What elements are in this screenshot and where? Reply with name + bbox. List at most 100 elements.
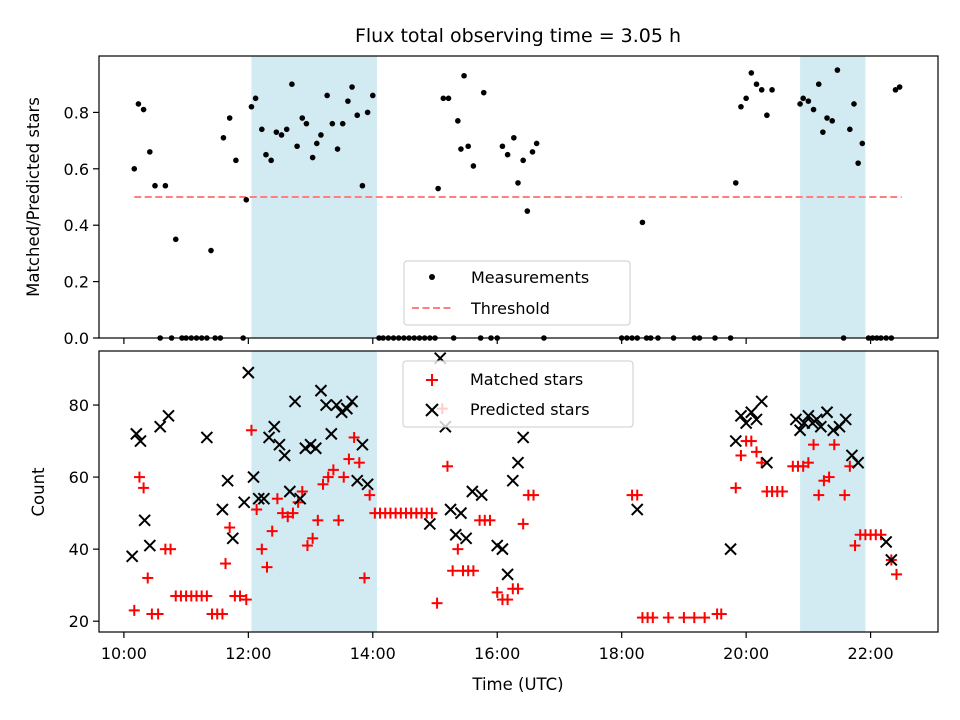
measurement-point — [152, 182, 158, 189]
matched-star-point — [502, 594, 514, 606]
predicted-star-point — [745, 406, 758, 419]
matched-star-point — [353, 457, 365, 469]
measurement-point — [455, 118, 461, 124]
matched-star-point — [216, 608, 228, 620]
predicted-star-point — [879, 535, 893, 549]
matched-star-point — [287, 507, 299, 519]
measurement-point — [233, 157, 239, 164]
measurement-point — [359, 182, 366, 189]
measurement-point — [278, 132, 285, 138]
measurement-point — [303, 120, 310, 127]
matched-star-point — [322, 471, 334, 483]
predicted-star-point — [299, 442, 312, 455]
bottom-legend-box — [402, 360, 634, 428]
predicted-star-point — [309, 442, 322, 455]
matched-star-point — [756, 457, 768, 469]
predicted-star-point — [319, 398, 333, 412]
matched-star-point — [224, 522, 236, 534]
predicted-star-point — [257, 492, 271, 505]
matched-star-point — [348, 431, 360, 443]
measurement-point — [259, 126, 265, 133]
predicted-star-point — [242, 366, 255, 379]
matched-star-point — [271, 493, 283, 505]
matched-star-point — [517, 518, 529, 530]
matched-star-point — [133, 471, 145, 483]
predicted-star-point — [304, 438, 317, 451]
predicted-star-point — [162, 409, 175, 423]
predicted-star-point — [885, 553, 898, 567]
predicted-star-point — [325, 427, 338, 441]
matched-star-point — [647, 612, 659, 624]
matched-star-point — [234, 590, 246, 602]
legend-matched-label: Matched stars — [470, 370, 583, 389]
measurement-point — [820, 129, 826, 135]
predicted-star-point — [314, 384, 328, 397]
matched-star-point — [251, 504, 263, 516]
matched-star-point — [245, 424, 257, 436]
predicted-star-point — [134, 434, 147, 448]
matched-star-point — [312, 514, 324, 526]
bottom-x-tick-label: 12:00 — [225, 644, 271, 663]
measurement-point — [732, 180, 739, 186]
measurement-point — [345, 98, 351, 104]
matched-star-point — [631, 489, 643, 501]
measurement-point — [529, 149, 536, 155]
predicted-star-point — [496, 542, 509, 556]
measurement-point — [294, 143, 300, 150]
measurement-point — [815, 81, 822, 87]
measurement-point — [834, 67, 841, 73]
predicted-star-point — [449, 528, 462, 541]
measurement-point — [753, 81, 760, 87]
measurement-point — [299, 115, 306, 121]
matched-star-point — [165, 543, 177, 555]
predicted-stars-series — [125, 351, 898, 581]
bottom-y-ticks: 20 40 60 80 — [69, 396, 99, 631]
measurement-point — [248, 103, 255, 110]
measurement-point — [208, 247, 214, 254]
matched-star-point — [452, 543, 464, 555]
predicted-star-point — [475, 488, 488, 502]
predicted-star-point — [444, 503, 457, 516]
bottom-x-tick-label: 16:00 — [474, 644, 520, 663]
measurement-point — [738, 103, 744, 110]
predicted-star-point — [226, 532, 239, 545]
measurements-series — [131, 67, 903, 341]
measurement-point — [354, 112, 361, 119]
top-y-ticks: 0.0 0.2 0.4 0.6 0.8 — [64, 103, 99, 348]
measurement-point — [172, 236, 179, 243]
bottom-panel: 20 40 60 80 10:00 12:00 14:00 16:00 18:00 20:00 2… — [29, 350, 939, 694]
matched-star-point — [745, 435, 757, 447]
predicted-star-point — [273, 438, 286, 451]
measurement-point — [131, 166, 138, 172]
predicted-star-point — [724, 542, 737, 556]
predicted-star-point — [130, 427, 143, 441]
measurement-point — [324, 92, 330, 99]
top-y-tick-label: 0.0 — [64, 329, 89, 348]
matched-star-point — [261, 561, 273, 573]
measurement-point — [273, 129, 280, 135]
matched-star-point — [730, 482, 742, 494]
matched-star-point — [808, 439, 820, 451]
bottom-y-tick-label: 80 — [69, 396, 89, 415]
measurement-point — [140, 106, 147, 113]
legend-matched-marker — [426, 374, 438, 386]
matched-star-point — [201, 590, 213, 602]
predicted-star-point — [734, 409, 748, 423]
measurement-point — [515, 180, 521, 186]
predicted-star-point — [252, 492, 265, 505]
measurement-point — [461, 72, 467, 79]
bottom-plot-frame — [98, 350, 939, 633]
predicted-star-point — [454, 506, 468, 520]
predicted-star-point — [750, 413, 763, 426]
top-panel: 0.00.20.40.60.8 Matched/Predicted stars … — [24, 55, 939, 348]
measurement-point — [313, 140, 320, 147]
bottom-shaded-interval-0 — [251, 351, 377, 632]
measurement-point — [847, 126, 853, 133]
bottom-x-ticks: 10:00 12:00 14:00 16:00 18:00 20:00 22:00 — [101, 632, 894, 663]
top-plot-frame — [98, 55, 939, 339]
predicted-star-point — [335, 406, 348, 419]
measurement-point — [162, 182, 169, 189]
measurement-point — [805, 98, 812, 104]
matched-star-point — [426, 507, 438, 519]
top-y-tick-label: 0.8 — [64, 103, 89, 122]
